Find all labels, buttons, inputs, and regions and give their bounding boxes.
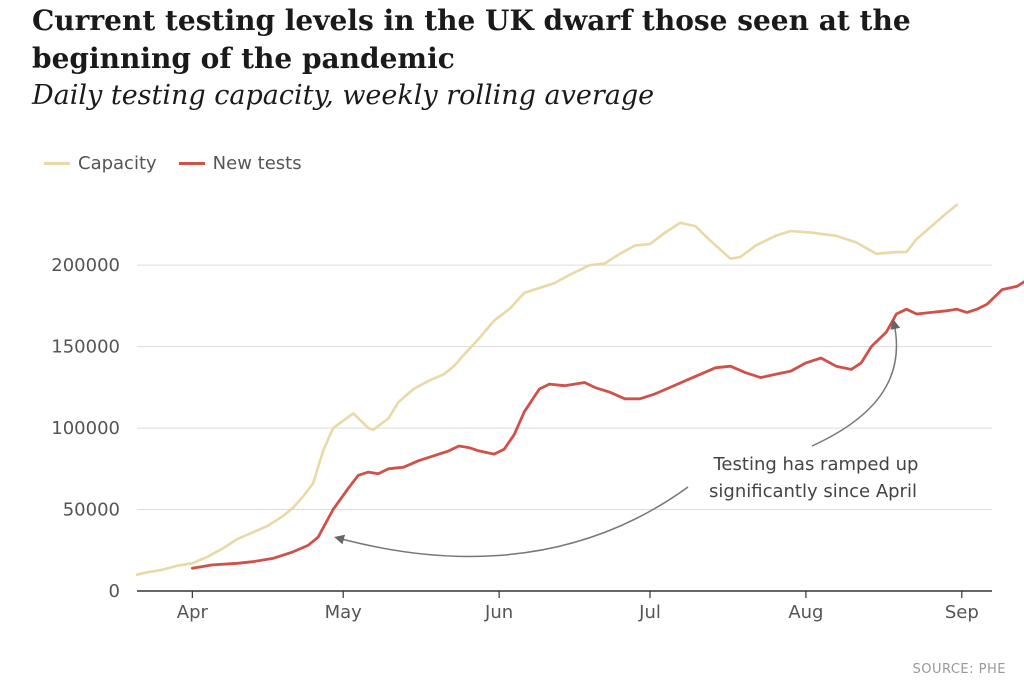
legend: Capacity New tests [44, 153, 324, 174]
x-tick-label: Jul [638, 602, 661, 623]
y-tick-label: 100000 [51, 418, 120, 439]
series-line-new-tests [190, 280, 1024, 570]
x-tick-label: Apr [177, 602, 209, 623]
series-line-capacity [135, 203, 959, 576]
y-tick-label: 150000 [51, 337, 120, 358]
annotation-line-1: Testing has ramped up [713, 454, 919, 475]
annotation-arrow-right [811, 319, 901, 447]
y-tick-label: 0 [109, 581, 120, 602]
annotation-line-2: significantly since April [709, 481, 917, 502]
legend-item-new-tests: New tests [178, 153, 302, 174]
x-axis: Apr May Jun Jul Aug Sep [137, 590, 992, 623]
x-tick-label: Jun [484, 602, 513, 623]
annotation-arrow-left [334, 486, 689, 558]
y-tick-label: 50000 [63, 500, 120, 521]
legend-item-capacity: Capacity [44, 153, 157, 174]
annotation: Testing has ramped up significantly sinc… [334, 319, 919, 558]
y-axis-ticks: 0 50000 100000 150000 200000 [51, 255, 120, 602]
x-tick-label: Sep [945, 602, 979, 623]
legend-label-new-tests: New tests [212, 153, 302, 174]
legend-label-capacity: Capacity [78, 153, 157, 174]
chart-subtitle: Daily testing capacity, weekly rolling a… [32, 80, 655, 111]
y-tick-label: 200000 [51, 255, 120, 276]
source-note: SOURCE: PHE [912, 662, 1006, 677]
grid-lines [137, 264, 992, 511]
chart-title: Current testing levels in the UK dwarf t… [32, 4, 911, 75]
legend-swatch-capacity [44, 162, 70, 165]
series-lines [135, 203, 1024, 576]
legend-swatch-new-tests [178, 162, 205, 165]
x-tick-label: Aug [788, 602, 823, 623]
x-tick-label: May [325, 602, 363, 623]
